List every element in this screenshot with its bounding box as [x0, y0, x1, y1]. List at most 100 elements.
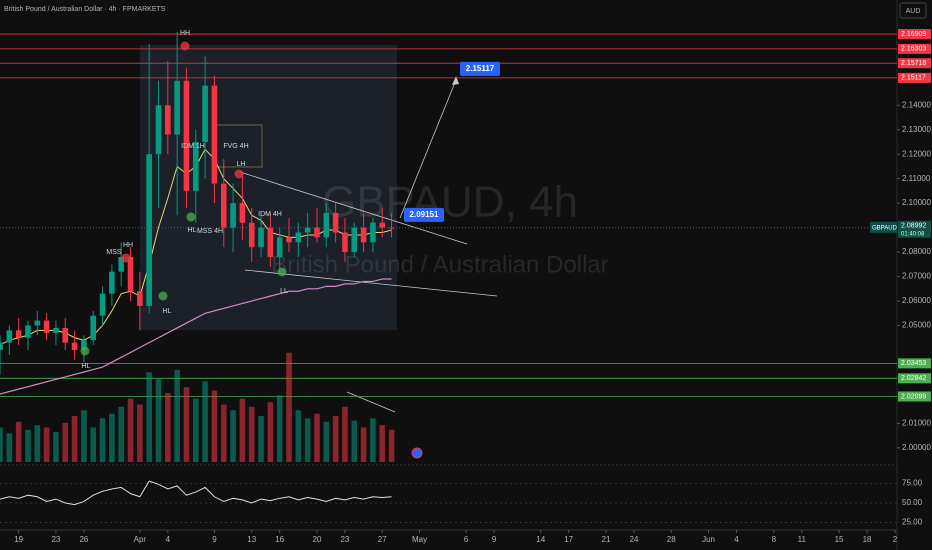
candle-body: [43, 320, 50, 333]
volume-bar: [109, 413, 115, 462]
swing-marker: [158, 291, 168, 301]
currency[interactable]: AUD: [906, 8, 921, 15]
symbol-tag: [870, 221, 897, 233]
annotation: HH: [123, 242, 133, 249]
annotation: IDM 4H: [258, 211, 282, 218]
currency-box[interactable]: [899, 2, 927, 19]
candle-body: [90, 315, 97, 341]
candle-body: [53, 327, 59, 333]
annotation: IDM 1H: [181, 143, 205, 150]
countdown: 01:40:08: [901, 231, 925, 237]
x-tick-label: 23: [340, 535, 349, 544]
volume-bar: [248, 406, 255, 462]
y-tick-label: 2.01000: [902, 419, 931, 428]
event-icon[interactable]: [411, 447, 423, 459]
volume-bar: [25, 429, 31, 462]
candle-body: [342, 232, 348, 253]
volume-bar: [258, 416, 264, 462]
x-tick-label: 17: [564, 535, 573, 544]
volume-bar: [99, 418, 106, 462]
volume-bar: [211, 390, 218, 462]
candle-body: [192, 141, 199, 191]
candle-body: [202, 85, 208, 142]
target-box: [404, 207, 444, 222]
candle-body: [127, 256, 134, 292]
rsi-tick-label: 25.00: [902, 518, 923, 527]
x-tick-label: Apr: [134, 535, 147, 544]
volume-bar: [90, 427, 97, 462]
x-tick-label: Jun: [702, 535, 715, 544]
x-tick-label: 4: [734, 535, 739, 544]
x-tick-label: 9: [212, 535, 217, 544]
range-box: [140, 45, 397, 330]
volume-bar: [71, 416, 78, 462]
candle-body: [183, 80, 190, 191]
annotation: MSS 4H: [197, 228, 223, 235]
price-level-tag: [898, 72, 931, 83]
candle-body: [332, 212, 339, 233]
annotation: MSS: [106, 249, 122, 256]
volume-bar: [370, 418, 376, 462]
y-tick-label: 2.11000: [902, 174, 931, 183]
candle-body: [155, 105, 162, 155]
volume-bar: [53, 432, 59, 462]
candle-body: [286, 237, 292, 243]
price-level-tag: [898, 58, 931, 69]
x-tick-label: 27: [378, 535, 387, 544]
x-tick-label: 24: [630, 535, 639, 544]
target-label: 2.15117: [466, 64, 495, 73]
candle-body: [211, 85, 218, 184]
candle-body: [248, 222, 255, 248]
volume-bar: [165, 393, 171, 462]
ma-slow: [0, 278, 392, 395]
volume-bar: [239, 398, 246, 462]
swing-marker: [180, 41, 190, 51]
candle-body: [314, 227, 320, 238]
volume-bar: [6, 433, 13, 462]
volume-bar: [15, 421, 22, 462]
candle-body: [25, 325, 31, 338]
y-tick-label: 2.06000: [902, 296, 931, 305]
candle-body: [34, 320, 41, 326]
annotation: HL: [163, 308, 172, 315]
candle-body: [15, 330, 22, 338]
volume-bar: [0, 427, 3, 462]
candle-body: [295, 232, 302, 243]
x-tick-label: 16: [275, 535, 284, 544]
candle-body: [99, 293, 106, 316]
trendline: [244, 269, 498, 297]
arrow-head: [452, 76, 459, 85]
price-level-label: 2.02099: [901, 393, 926, 400]
candle-body: [220, 183, 227, 228]
annotation: LL: [280, 288, 288, 295]
annotation: HL: [82, 363, 91, 370]
volume-bar: [81, 410, 87, 462]
candle-body: [370, 222, 376, 243]
volume-bar: [62, 422, 69, 462]
candle-body: [276, 237, 283, 257]
y-tick-label: 2.10000: [902, 198, 931, 207]
candle-body: [360, 227, 367, 243]
header-symbol: British Pound / Australian Dollar · 4h ·…: [4, 6, 166, 13]
y-tick-label: 2.08000: [902, 247, 931, 256]
target-label: 2.09151: [410, 210, 439, 219]
candle-body: [165, 105, 171, 135]
candle-body: [351, 227, 358, 253]
volume-bar: [304, 418, 311, 462]
candle-body: [118, 256, 124, 272]
candle-body: [239, 203, 246, 223]
candle-body: [6, 330, 13, 343]
volume-bar: [295, 410, 302, 462]
swing-marker: [121, 253, 131, 263]
candle-body: [146, 154, 152, 306]
volume-bar: [388, 429, 395, 462]
x-tick-label: 18: [863, 535, 872, 544]
candle-body: [304, 227, 311, 233]
candle-body: [71, 342, 78, 350]
volume-bar: [202, 381, 208, 462]
target-box: [460, 61, 500, 76]
price-level-label: 2.03453: [901, 360, 926, 367]
current-price-tag: [898, 220, 931, 238]
price-level-tag: [898, 29, 931, 40]
